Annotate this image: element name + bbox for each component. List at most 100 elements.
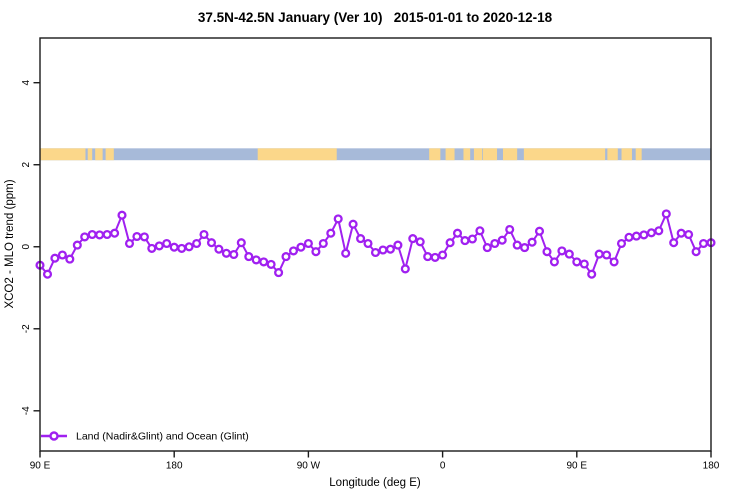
data-point <box>393 240 403 250</box>
data-point <box>408 234 418 244</box>
y-tick-label: 0 <box>21 244 32 250</box>
data-point <box>370 247 381 258</box>
data-point <box>684 229 694 240</box>
data-point <box>57 250 67 260</box>
data-point <box>177 243 187 253</box>
data-point <box>698 238 709 249</box>
data-point <box>162 238 172 249</box>
data-point <box>534 226 545 236</box>
data-point <box>646 228 656 238</box>
data-point <box>333 214 343 224</box>
data-point <box>117 210 127 220</box>
data-point <box>236 238 246 248</box>
y-tick-label: -2 <box>21 324 32 333</box>
data-point <box>348 219 358 229</box>
plot-box <box>39 37 712 452</box>
data-point <box>415 237 425 247</box>
land-segment <box>87 148 93 161</box>
data-point <box>579 259 589 269</box>
data-point <box>80 232 90 242</box>
data-point <box>206 238 217 248</box>
data-point <box>452 228 463 238</box>
data-point <box>110 228 120 238</box>
data-series <box>35 209 716 279</box>
data-point <box>341 248 351 258</box>
data-point <box>102 229 112 240</box>
land-segment <box>482 148 498 161</box>
x-axis-title: Longitude (deg E) <box>329 477 421 489</box>
x-tick-label: 180 <box>166 461 183 472</box>
data-point <box>95 230 105 240</box>
data-point <box>50 253 60 263</box>
land-segment <box>445 148 455 161</box>
data-point <box>505 224 515 235</box>
data-point <box>221 248 231 258</box>
data-point <box>288 246 299 256</box>
data-point <box>572 257 582 267</box>
data-point <box>42 269 53 279</box>
data-point <box>318 238 328 249</box>
x-axis: 90 E 180 90 W 0 90 E 180 <box>30 451 720 472</box>
land-segment <box>40 148 86 161</box>
data-point <box>475 226 485 236</box>
data-point <box>639 230 649 240</box>
data-point <box>520 243 530 253</box>
data-point <box>654 226 664 236</box>
data-point <box>438 250 448 260</box>
data-point <box>631 231 641 241</box>
land-segment <box>635 148 642 161</box>
data-point <box>139 232 149 242</box>
data-point <box>676 228 686 238</box>
land-segment <box>257 148 337 161</box>
land-segment <box>607 148 618 161</box>
x-tick-label: 90 W <box>297 461 321 472</box>
y-tick-label: 2 <box>21 162 32 168</box>
y-axis: 4 2 0 -2 -4 <box>21 79 40 415</box>
data-point <box>691 247 701 257</box>
data-point <box>423 252 433 262</box>
data-point <box>244 252 254 262</box>
data-point <box>661 209 671 219</box>
data-point <box>274 268 284 278</box>
data-point <box>400 264 410 274</box>
data-point <box>199 229 209 240</box>
data-point <box>467 234 477 244</box>
land-segment <box>473 148 483 161</box>
data-point <box>356 234 366 244</box>
data-point <box>378 245 388 255</box>
data-point <box>124 238 135 249</box>
legend-label: Land (Nadir&Glint) and Ocean (Glint) <box>76 431 249 443</box>
data-point <box>385 244 395 254</box>
data-point <box>482 243 492 253</box>
data-point <box>132 231 142 242</box>
legend-marker-icon <box>49 431 59 441</box>
data-point <box>296 242 306 252</box>
land-segment <box>105 148 114 161</box>
data-point <box>214 244 224 254</box>
data-point <box>602 250 612 260</box>
data-point <box>594 249 604 259</box>
data-point <box>87 229 97 240</box>
chart-title: 37.5N-42.5N January (Ver 10) 2015-01-01 … <box>198 10 553 25</box>
land-segment <box>463 148 471 161</box>
data-point <box>669 238 679 248</box>
data-point <box>266 259 276 269</box>
ocean-band <box>40 148 711 161</box>
data-point <box>542 247 552 257</box>
data-point <box>303 238 313 249</box>
data-point <box>147 243 157 253</box>
land-segment <box>502 148 518 161</box>
data-point <box>527 237 537 247</box>
land-ocean-map-strip <box>40 148 711 161</box>
data-point <box>326 228 336 238</box>
land-segment <box>95 148 103 161</box>
data-point <box>251 255 261 265</box>
land-segment <box>429 148 441 161</box>
data-point <box>311 247 321 257</box>
data-point <box>430 252 440 262</box>
data-point <box>229 249 239 260</box>
data-point <box>609 257 619 267</box>
y-axis-title: XCO2 - MLO trend (ppm) <box>4 179 16 308</box>
